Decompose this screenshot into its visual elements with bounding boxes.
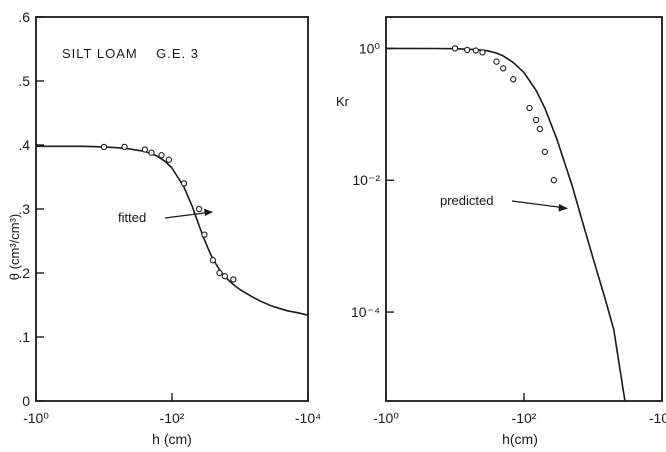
measured-point <box>472 47 479 54</box>
predicted-label: predicted <box>440 193 493 208</box>
chart-title-left: SILT LOAM G.E. 3 <box>62 46 199 61</box>
measured-point <box>479 49 486 56</box>
measured-point <box>221 273 229 280</box>
x-tick-label: -10⁴ <box>295 410 321 426</box>
y-tick-label: .3 <box>18 201 30 217</box>
plot-frame-right <box>385 16 663 402</box>
measured-point <box>541 148 548 155</box>
measured-point <box>533 116 540 124</box>
fitted-label: fitted <box>118 210 146 225</box>
measured-point <box>180 180 188 187</box>
measured-point <box>100 143 108 151</box>
predicted-arrowhead <box>558 204 568 212</box>
fitted-arrowhead <box>204 208 213 216</box>
water-retention-chart: SILT LOAM G.E. 3 h (cm) θ (cm³/cm³) -10⁰… <box>7 9 321 447</box>
measured-point <box>230 276 237 283</box>
measured-point <box>536 125 544 133</box>
y-tick-label: .5 <box>18 73 30 89</box>
x-tick-label: -10⁴ <box>649 410 666 426</box>
x-axis-label-right: h(cm) <box>502 431 538 447</box>
x-axis-label-left: h (cm) <box>152 431 192 447</box>
y-tick-label: .4 <box>18 137 30 153</box>
y-tick-label: .2 <box>18 265 30 281</box>
y-tick-label: 10⁻⁴ <box>351 304 380 320</box>
measured-point <box>451 45 459 52</box>
fitted-curve <box>36 145 309 316</box>
measured-point <box>209 257 217 264</box>
measured-point <box>158 152 165 159</box>
fitted-arrow <box>164 211 213 219</box>
y-tick-label: 10⁻² <box>352 172 380 188</box>
relative-conductivity-chart: Kr h(cm) -10⁰ -10² -10⁴ 10⁰ 10⁻² 10⁻⁴ predict… <box>336 16 666 447</box>
y-tick-label: 0 <box>22 393 30 409</box>
y-axis-label-right: Kr <box>336 94 350 109</box>
plot-frame-left <box>35 16 309 402</box>
measured-point <box>550 177 557 184</box>
measured-point <box>165 156 173 163</box>
y-tick-label: .6 <box>18 9 30 25</box>
measured-point <box>195 205 203 213</box>
measured-point <box>216 269 223 277</box>
y-axis-label-left: θ (cm³/cm³) <box>7 214 22 280</box>
y-tick-label: .1 <box>18 329 30 345</box>
x-tick-label: -10² <box>512 410 537 426</box>
x-tick-label: -10² <box>160 410 185 426</box>
measured-point <box>510 76 517 83</box>
measured-point <box>500 65 507 72</box>
x-tick-label: -10⁰ <box>23 410 49 426</box>
predicted-curve <box>385 47 626 401</box>
measured-point <box>148 149 155 156</box>
measured-point <box>201 231 208 238</box>
y-tick-label: 10⁰ <box>359 40 381 56</box>
predicted-arrow <box>511 200 567 209</box>
measured-point <box>526 104 533 112</box>
measured-point <box>121 143 128 151</box>
measured-point <box>493 58 500 65</box>
measured-point <box>464 46 471 54</box>
x-tick-label: -10⁰ <box>373 410 399 426</box>
measured-point <box>141 146 149 153</box>
